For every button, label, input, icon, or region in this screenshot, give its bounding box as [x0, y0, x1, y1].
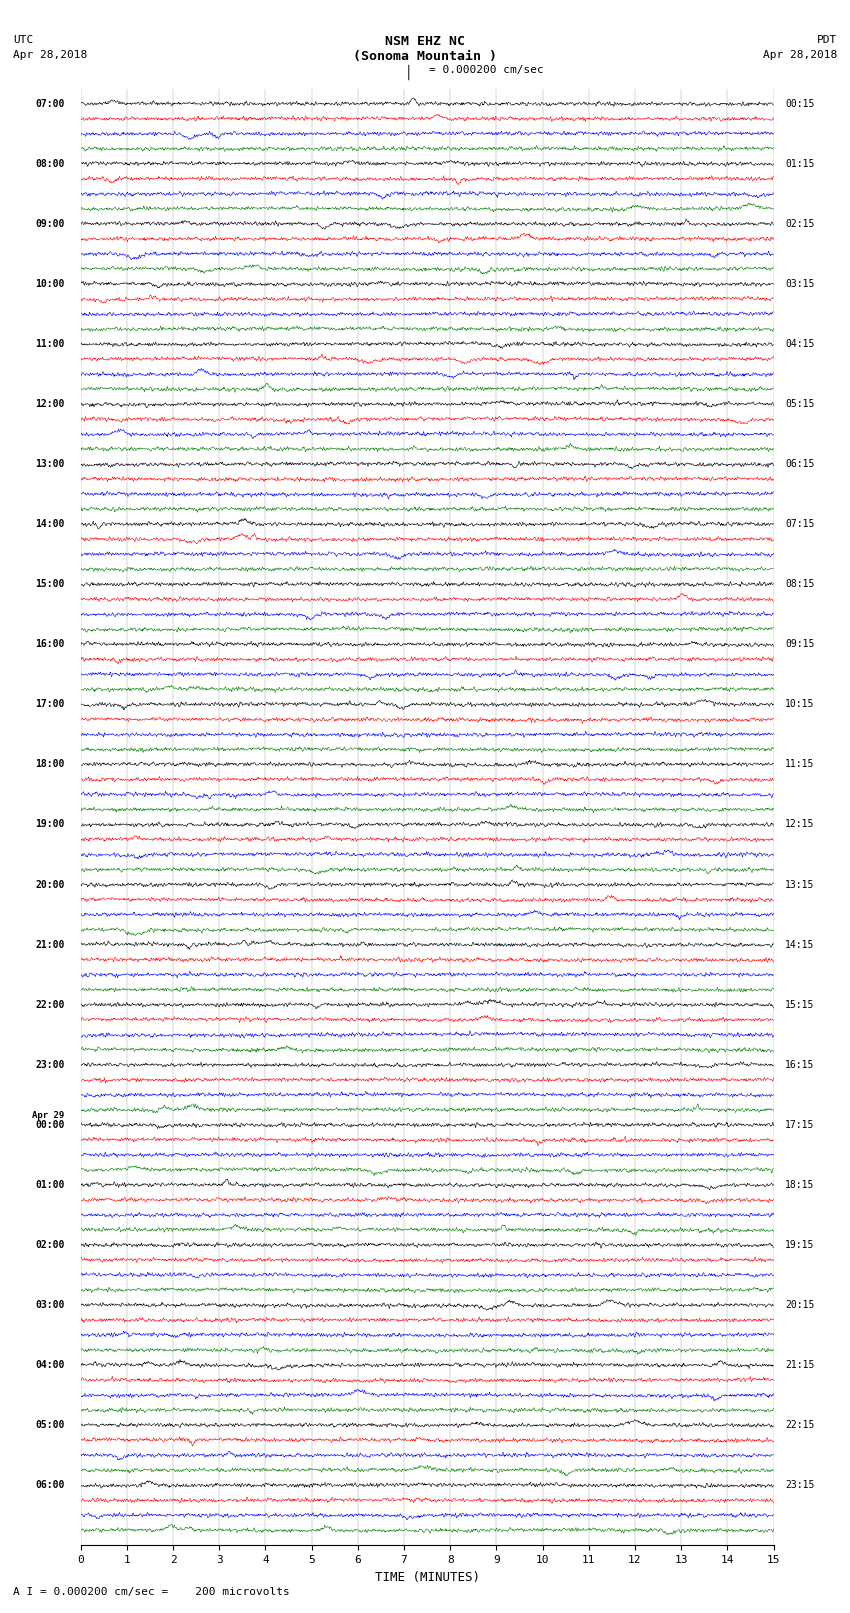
- Text: 15:15: 15:15: [785, 1000, 814, 1010]
- Text: (Sonoma Mountain ): (Sonoma Mountain ): [353, 50, 497, 63]
- Text: 20:15: 20:15: [785, 1300, 814, 1310]
- Text: 13:15: 13:15: [785, 879, 814, 889]
- Text: Apr 29: Apr 29: [32, 1111, 65, 1121]
- Text: 07:15: 07:15: [785, 519, 814, 529]
- Text: 03:15: 03:15: [785, 279, 814, 289]
- Text: 17:00: 17:00: [35, 700, 65, 710]
- Text: 16:15: 16:15: [785, 1060, 814, 1069]
- Text: 22:15: 22:15: [785, 1419, 814, 1431]
- Text: 18:00: 18:00: [35, 760, 65, 769]
- Text: 02:00: 02:00: [35, 1240, 65, 1250]
- Text: 04:00: 04:00: [35, 1360, 65, 1369]
- Text: 13:00: 13:00: [35, 460, 65, 469]
- Text: 10:15: 10:15: [785, 700, 814, 710]
- Text: 08:15: 08:15: [785, 579, 814, 589]
- Text: UTC: UTC: [13, 35, 33, 45]
- Text: 19:00: 19:00: [35, 819, 65, 829]
- Text: 08:00: 08:00: [35, 158, 65, 169]
- Text: 04:15: 04:15: [785, 339, 814, 348]
- Text: 03:00: 03:00: [35, 1300, 65, 1310]
- Text: 15:00: 15:00: [35, 579, 65, 589]
- Text: 23:15: 23:15: [785, 1481, 814, 1490]
- Text: 05:15: 05:15: [785, 398, 814, 410]
- Text: 18:15: 18:15: [785, 1179, 814, 1190]
- Text: 16:00: 16:00: [35, 639, 65, 650]
- Text: 02:15: 02:15: [785, 219, 814, 229]
- Text: 06:15: 06:15: [785, 460, 814, 469]
- Text: 19:15: 19:15: [785, 1240, 814, 1250]
- Text: 09:00: 09:00: [35, 219, 65, 229]
- Text: 10:00: 10:00: [35, 279, 65, 289]
- Text: │: │: [405, 65, 411, 81]
- Text: 12:00: 12:00: [35, 398, 65, 410]
- X-axis label: TIME (MINUTES): TIME (MINUTES): [375, 1571, 479, 1584]
- Text: 14:15: 14:15: [785, 940, 814, 950]
- Text: 21:00: 21:00: [35, 940, 65, 950]
- Text: 09:15: 09:15: [785, 639, 814, 650]
- Text: 17:15: 17:15: [785, 1119, 814, 1129]
- Text: A I = 0.000200 cm/sec =    200 microvolts: A I = 0.000200 cm/sec = 200 microvolts: [13, 1587, 290, 1597]
- Text: 23:00: 23:00: [35, 1060, 65, 1069]
- Text: 00:15: 00:15: [785, 98, 814, 108]
- Text: 14:00: 14:00: [35, 519, 65, 529]
- Text: 01:00: 01:00: [35, 1179, 65, 1190]
- Text: 11:15: 11:15: [785, 760, 814, 769]
- Text: PDT: PDT: [817, 35, 837, 45]
- Text: Apr 28,2018: Apr 28,2018: [13, 50, 87, 60]
- Text: 21:15: 21:15: [785, 1360, 814, 1369]
- Text: 00:00: 00:00: [35, 1119, 65, 1129]
- Text: 07:00: 07:00: [35, 98, 65, 108]
- Text: 22:00: 22:00: [35, 1000, 65, 1010]
- Text: 06:00: 06:00: [35, 1481, 65, 1490]
- Text: 01:15: 01:15: [785, 158, 814, 169]
- Text: 20:00: 20:00: [35, 879, 65, 889]
- Text: 11:00: 11:00: [35, 339, 65, 348]
- Text: Apr 28,2018: Apr 28,2018: [763, 50, 837, 60]
- Text: NSM EHZ NC: NSM EHZ NC: [385, 35, 465, 48]
- Text: = 0.000200 cm/sec: = 0.000200 cm/sec: [429, 65, 544, 74]
- Text: 12:15: 12:15: [785, 819, 814, 829]
- Text: 05:00: 05:00: [35, 1419, 65, 1431]
